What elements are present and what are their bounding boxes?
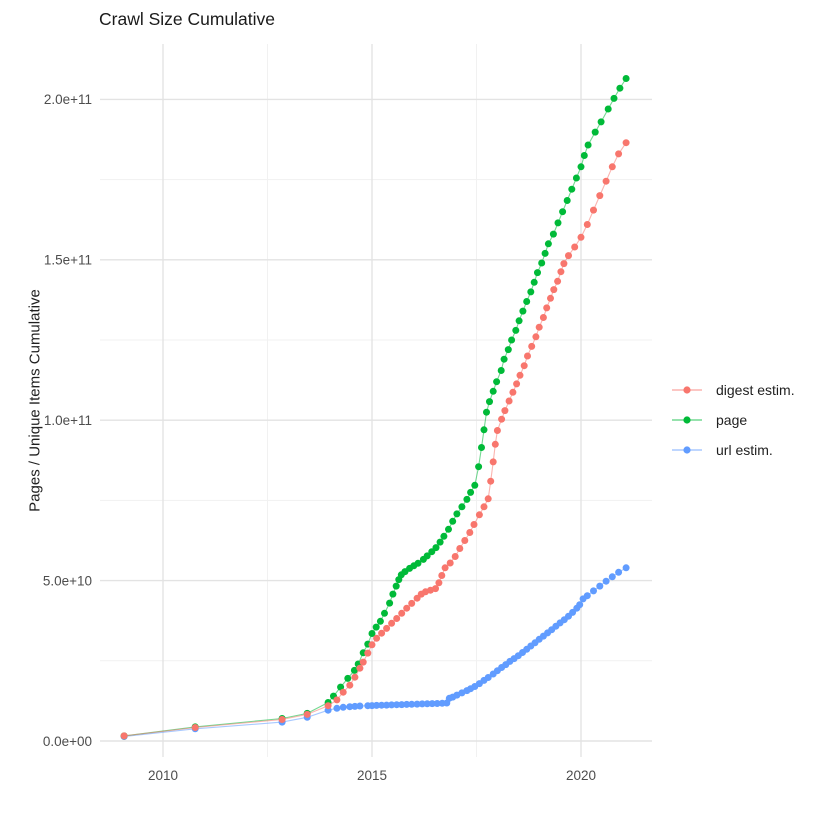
series-url-estim (120, 564, 630, 740)
legend: digest estim. page url estim. (670, 375, 795, 465)
legend-label: page (716, 412, 748, 428)
y-tick-label: 1.0e+11 (44, 413, 92, 428)
x-tick-label: 2010 (148, 768, 178, 783)
legend-item-url-estim: url estim. (670, 435, 795, 465)
y-tick-label: 2.0e+11 (44, 92, 92, 107)
y-tick-label: 1.5e+11 (44, 253, 92, 268)
y-tick-label: 5.0e+10 (43, 573, 92, 588)
x-tick-label: 2015 (357, 768, 387, 783)
legend-key-icon (672, 416, 702, 424)
legend-item-digest-estim: digest estim. (670, 375, 795, 405)
series-line-url-estim (124, 567, 627, 738)
legend-key-icon (672, 386, 702, 394)
legend-item-page: page (670, 405, 795, 435)
legend-label: url estim. (716, 442, 773, 458)
series-digest-estim (120, 139, 630, 740)
y-tick-label: 0.0e+00 (43, 734, 92, 749)
x-tick-label: 2020 (566, 768, 596, 783)
legend-key-icon (672, 446, 702, 454)
legend-label: digest estim. (716, 382, 795, 398)
chart-title: Crawl Size Cumulative (99, 9, 276, 29)
series-line-digest-estim (124, 142, 627, 737)
